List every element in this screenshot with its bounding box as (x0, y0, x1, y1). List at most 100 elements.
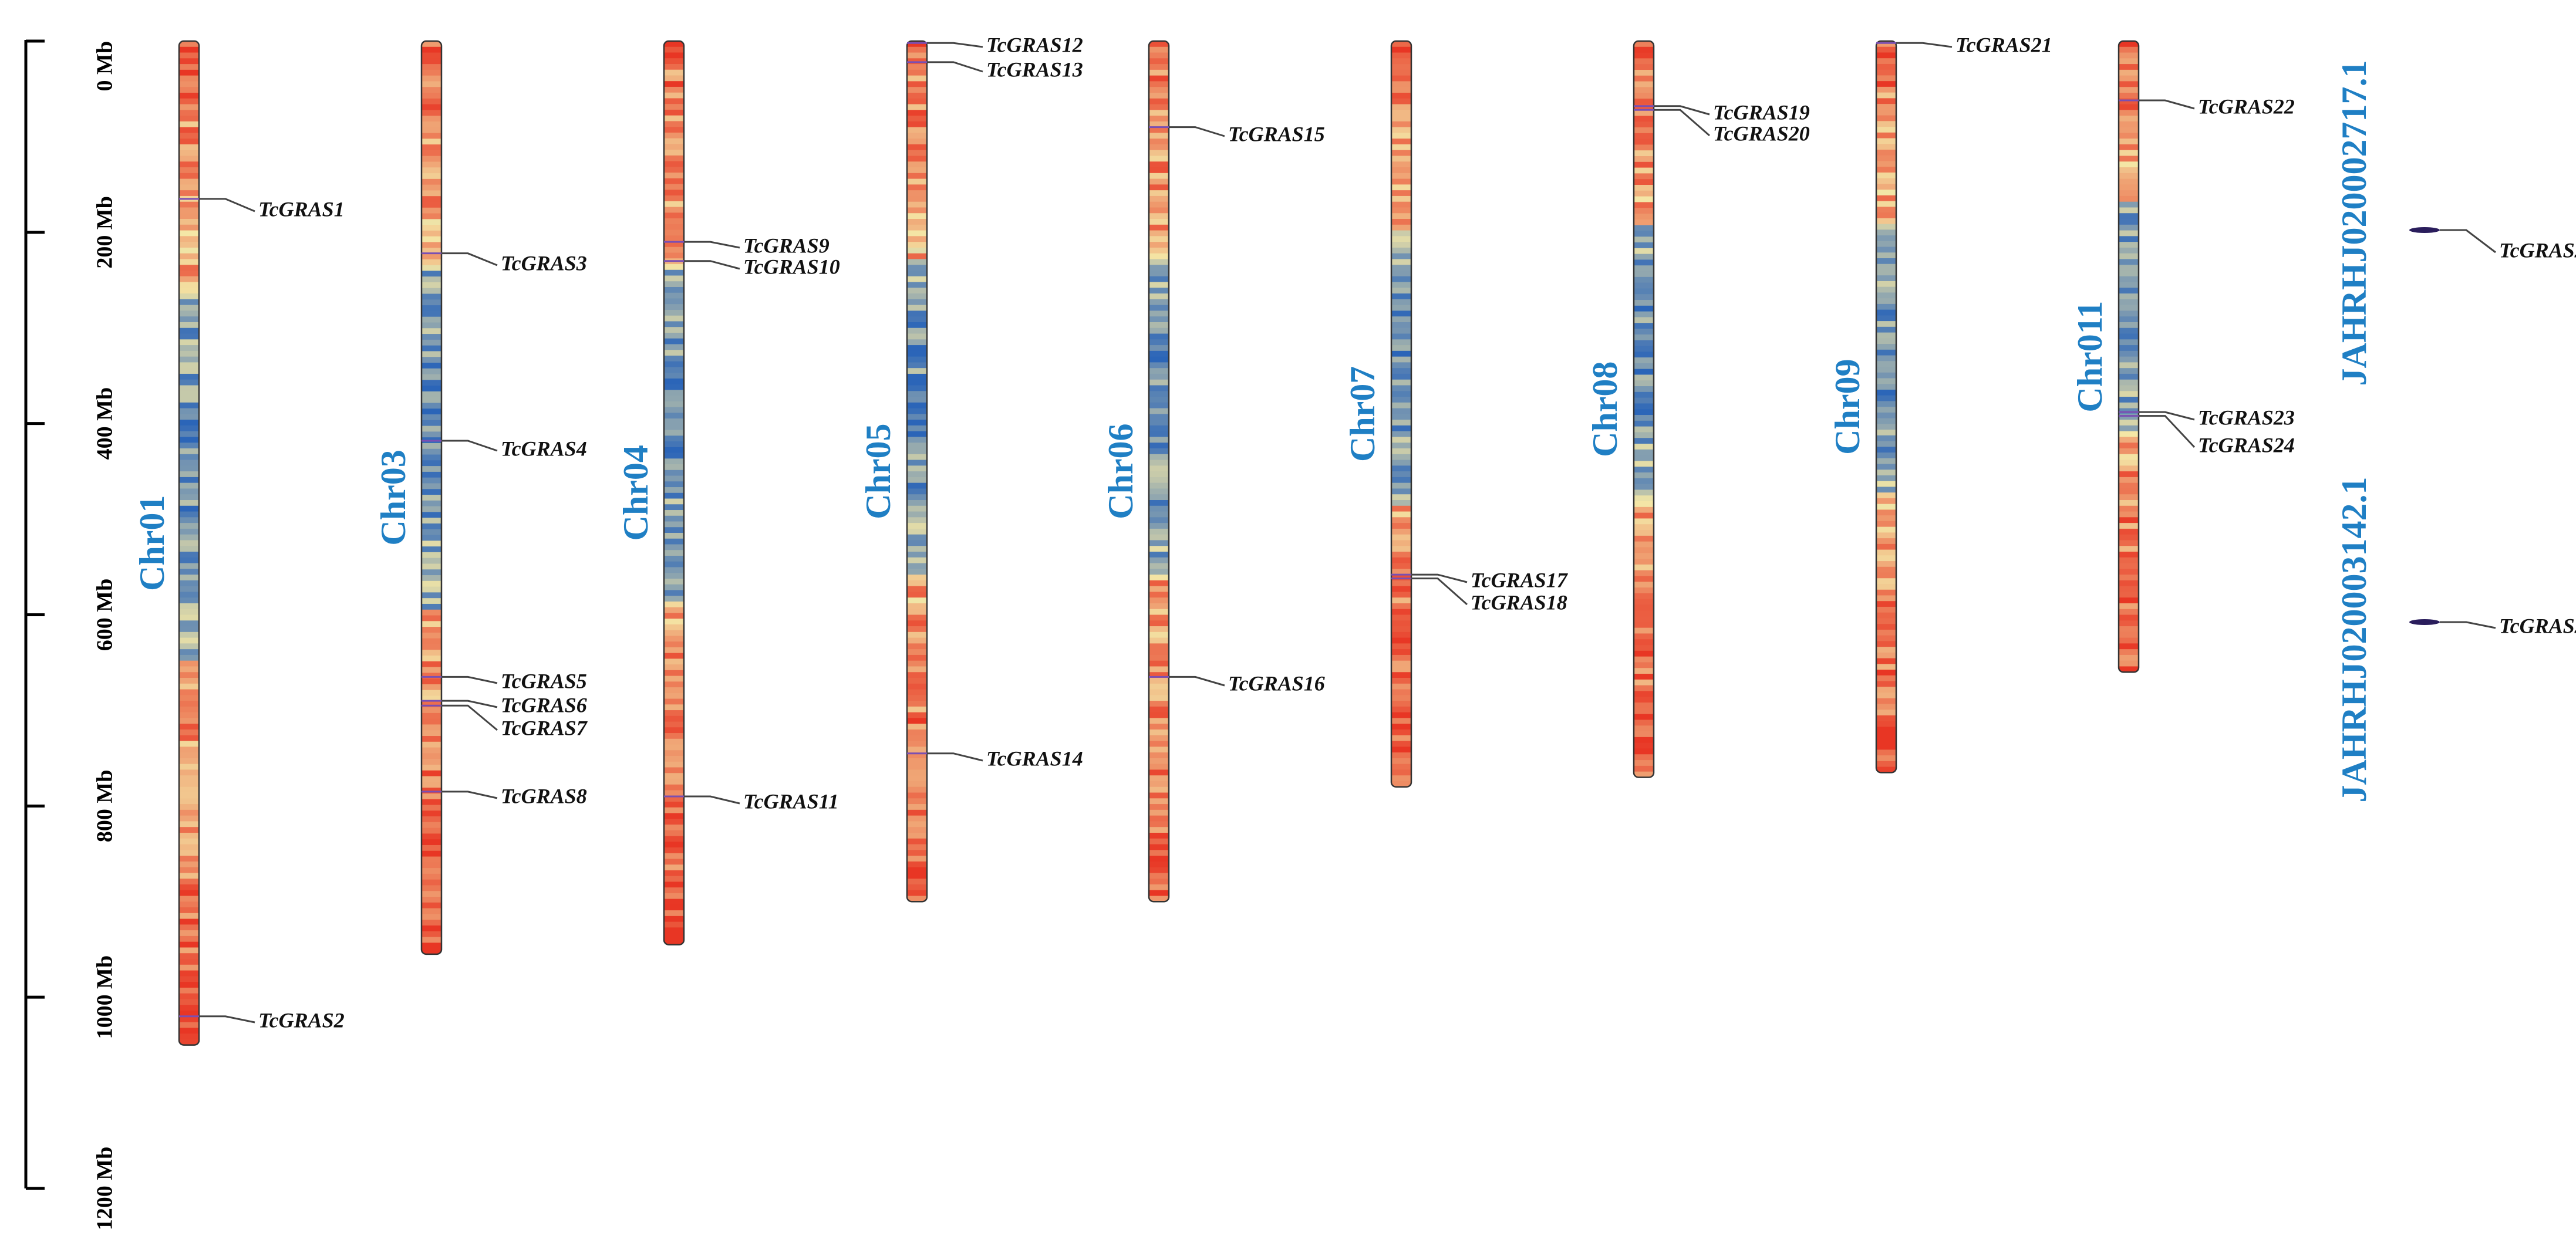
density-band (664, 355, 684, 362)
density-band (1876, 755, 1896, 762)
density-band (422, 580, 441, 587)
density-band (1391, 46, 1411, 53)
density-band (664, 590, 684, 596)
density-band (1391, 586, 1411, 592)
density-band (1149, 505, 1169, 512)
density-band (1634, 116, 1654, 122)
density-band (179, 425, 199, 432)
density-band (422, 931, 441, 938)
density-band (907, 379, 927, 386)
density-band (907, 437, 927, 443)
chromosome-label: Chr03 (374, 450, 413, 545)
density-band (1149, 305, 1169, 312)
density-band (1391, 69, 1411, 76)
density-band (179, 609, 199, 616)
density-band (1876, 344, 1896, 350)
density-band (1149, 637, 1169, 644)
density-band (179, 345, 199, 352)
density-band (422, 386, 441, 392)
density-band (664, 241, 684, 248)
density-band (664, 521, 684, 528)
density-band (1149, 316, 1169, 323)
density-band (1634, 593, 1654, 600)
density-band (422, 592, 441, 599)
density-band (1634, 150, 1654, 157)
density-band (422, 443, 441, 450)
density-band (179, 144, 199, 151)
density-band (1876, 464, 1896, 470)
density-band (1634, 501, 1654, 508)
density-band (1149, 236, 1169, 242)
density-band (664, 870, 684, 877)
density-band (1391, 437, 1411, 443)
density-band (2119, 575, 2139, 581)
density-band (1391, 167, 1411, 174)
density-band (422, 339, 441, 346)
chromosome-chr05: Chr05 (859, 40, 928, 903)
density-band (907, 781, 927, 788)
density-band (664, 899, 684, 905)
density-band (422, 730, 441, 737)
density-band (1634, 127, 1654, 134)
density-band (1391, 540, 1411, 546)
density-band (1391, 683, 1411, 690)
chromosome-label: Chr07 (1343, 366, 1382, 462)
density-band (1149, 454, 1169, 461)
density-band (664, 681, 684, 688)
density-band (1149, 649, 1169, 656)
density-band (2119, 64, 2139, 70)
density-band (1634, 397, 1654, 404)
density-band (664, 458, 684, 465)
density-band (1149, 448, 1169, 455)
density-band (179, 110, 199, 116)
density-band (179, 999, 199, 1005)
density-band (664, 384, 684, 390)
density-band (422, 741, 441, 748)
density-band (179, 316, 199, 323)
density-band (179, 678, 199, 684)
density-band (1876, 441, 1896, 447)
density-band (2119, 523, 2139, 529)
gene-leader-line (684, 795, 740, 805)
density-band (1876, 321, 1896, 327)
density-band (664, 315, 684, 322)
density-band (1149, 242, 1169, 248)
density-band (1149, 775, 1169, 782)
density-band (1391, 133, 1411, 139)
density-band (1634, 587, 1654, 594)
density-band (422, 512, 441, 518)
chromosome-jahrhj020002717.1: JAHRHJ020002717.1 (2335, 60, 2440, 386)
density-band (1634, 87, 1654, 93)
density-band (907, 322, 927, 329)
density-band (2119, 121, 2139, 128)
density-band (1876, 366, 1896, 373)
density-band (1634, 237, 1654, 243)
density-band (664, 75, 684, 82)
density-band (664, 927, 684, 934)
density-band (664, 321, 684, 327)
density-band (1634, 254, 1654, 261)
density-band (1149, 575, 1169, 581)
density-band (179, 896, 199, 902)
density-band (1149, 482, 1169, 489)
density-band (907, 397, 927, 403)
density-band (2119, 414, 2139, 420)
density-band (907, 631, 927, 639)
density-band (907, 201, 927, 208)
density-band (664, 252, 684, 259)
density-band (1149, 104, 1169, 110)
density-band (179, 850, 199, 856)
density-band (422, 747, 441, 754)
density-band (422, 380, 441, 386)
density-band (2119, 488, 2139, 495)
density-band (179, 649, 199, 656)
density-band (179, 861, 199, 868)
density-band (179, 465, 199, 472)
density-band (1876, 447, 1896, 453)
density-band (1391, 92, 1411, 99)
density-band (2119, 597, 2139, 604)
density-band (1634, 52, 1654, 59)
density-band (1391, 230, 1411, 237)
density-band (422, 213, 441, 219)
density-band (907, 156, 927, 162)
